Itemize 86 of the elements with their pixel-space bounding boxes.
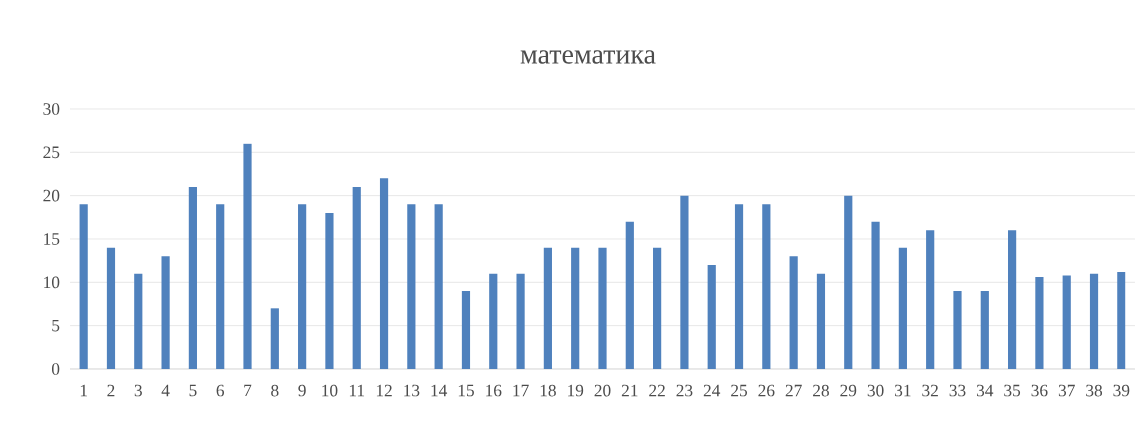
x-tick-label: 28 (813, 384, 829, 397)
x-tick-label: 21 (621, 384, 638, 397)
bar (953, 290, 962, 369)
bar (680, 195, 689, 369)
x-tick-label: 11 (349, 384, 365, 397)
bar (106, 247, 116, 369)
bar (379, 178, 389, 369)
bar (543, 247, 552, 369)
x-tick-label: 19 (568, 384, 584, 397)
bar (816, 273, 826, 369)
x-tick-label: 14 (431, 384, 448, 397)
x-tick-label: 33 (949, 384, 966, 397)
bar (789, 256, 798, 369)
x-tick-label: 10 (322, 384, 338, 397)
bar (707, 264, 716, 369)
x-tick-label: 15 (458, 384, 474, 397)
x-tick-label: 26 (758, 384, 775, 397)
bar (216, 204, 225, 369)
x-tick-label: 3 (134, 384, 142, 397)
chart-title: математика (520, 50, 656, 64)
bar (298, 204, 307, 369)
bar (980, 290, 989, 369)
x-tick-label: 8 (271, 384, 279, 397)
bar (762, 204, 771, 369)
x-tick-label: 1 (80, 384, 87, 397)
x-tick-label: 17 (513, 384, 529, 397)
y-tick-label: 15 (44, 233, 60, 245)
bar (1117, 271, 1126, 369)
x-tick-label: 18 (540, 384, 556, 397)
x-tick-label: 13 (404, 384, 420, 397)
x-tick-label: 27 (785, 384, 802, 397)
bar (352, 186, 361, 369)
x-tick-label: 35 (1004, 384, 1021, 397)
x-tick-label: 36 (1031, 384, 1048, 397)
bar (434, 204, 443, 369)
bar (79, 204, 88, 369)
bar (134, 273, 143, 369)
bar (734, 204, 744, 369)
bar (571, 247, 580, 369)
y-tick-label: 0 (51, 363, 60, 375)
bar (598, 247, 607, 369)
bar (1008, 230, 1017, 369)
x-tick-label: 2 (107, 384, 115, 397)
x-tick-label: 39 (1113, 384, 1130, 397)
bar (325, 212, 334, 369)
bar (625, 221, 634, 369)
bar (270, 308, 279, 369)
y-tick-label: 5 (52, 319, 60, 332)
x-tick-label: 6 (216, 384, 225, 397)
x-tick-label: 31 (895, 384, 911, 397)
x-tick-label: 34 (976, 384, 994, 397)
bar (1089, 273, 1099, 369)
bar (1035, 277, 1044, 369)
y-tick-label: 25 (43, 146, 60, 159)
bar (161, 256, 170, 369)
x-tick-label: 24 (703, 384, 721, 397)
x-tick-label: 25 (731, 384, 748, 397)
x-tick-label: 22 (649, 384, 665, 397)
y-tick-label: 20 (43, 189, 60, 202)
bar (844, 195, 853, 369)
x-tick-label: 16 (486, 384, 502, 397)
x-tick-label: 37 (1058, 384, 1075, 397)
bar (871, 221, 880, 369)
x-tick-label: 20 (594, 384, 611, 397)
x-tick-label: 23 (676, 384, 693, 397)
bar (1062, 275, 1071, 369)
bar (489, 273, 498, 369)
bar (926, 230, 935, 369)
x-tick-label: 7 (244, 384, 252, 397)
bar (653, 247, 662, 369)
x-tick-label: 4 (161, 384, 170, 397)
x-tick-label: 32 (922, 384, 938, 397)
bar (516, 273, 525, 369)
x-tick-label: 38 (1086, 384, 1103, 397)
x-tick-label: 12 (376, 384, 392, 397)
x-tick-label: 30 (867, 384, 884, 397)
bar (243, 143, 252, 369)
x-tick-label: 29 (840, 384, 857, 397)
bar (188, 186, 197, 369)
bar (898, 247, 907, 369)
bar (407, 204, 416, 369)
x-tick-label: 5 (189, 384, 197, 397)
y-tick-label: 30 (43, 103, 60, 115)
bar (461, 290, 471, 369)
y-tick-label: 10 (44, 276, 60, 289)
x-tick-label: 9 (298, 384, 306, 397)
